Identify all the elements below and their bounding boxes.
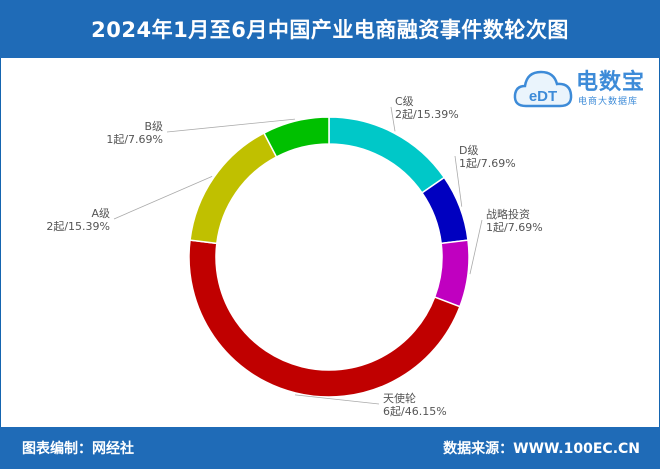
- logo-mark: eDT: [529, 88, 557, 105]
- donut-slice: [188, 239, 461, 398]
- slice-value: 1起/7.69%: [486, 221, 543, 234]
- leader-line: [469, 219, 483, 275]
- donut-slice: [433, 239, 470, 308]
- leader-line: [454, 155, 463, 207]
- brand-logo: eDT 电数宝 电商大数据库: [512, 60, 652, 116]
- slice-category: 天使轮: [383, 392, 416, 405]
- leader-line: [390, 106, 396, 132]
- donut-slices: [188, 116, 470, 398]
- leader-lines: [113, 106, 483, 405]
- chart-title: 2024年1月至6月中国产业电商融资事件数轮次图: [91, 18, 569, 42]
- slice-category: C级: [395, 95, 414, 108]
- slice-category: D级: [459, 144, 479, 157]
- slice-value: 2起/15.39%: [46, 220, 110, 233]
- donut-slice: [262, 116, 330, 158]
- slice-label: C级 2起/15.39%: [395, 95, 459, 121]
- donut-slice: [328, 116, 446, 194]
- slice-value: 1起/7.69%: [459, 157, 516, 170]
- slice-label: A级 2起/15.39%: [46, 207, 110, 233]
- leader-line: [294, 394, 380, 405]
- cloud-icon: eDT: [513, 70, 573, 108]
- footer-source: 数据来源：WWW.100EC.CN: [443, 441, 640, 457]
- donut-slice: [189, 132, 278, 245]
- logo-name: 电数宝: [576, 70, 646, 95]
- slice-label: 战略投资 1起/7.69%: [486, 208, 543, 234]
- slice-category: 战略投资: [486, 208, 530, 221]
- logo-subtitle: 电商大数据库: [578, 97, 639, 107]
- leader-line: [113, 175, 213, 220]
- donut-slice: [420, 176, 469, 245]
- slice-value: 6起/46.15%: [383, 405, 447, 418]
- slice-label: B级 1起/7.69%: [106, 120, 163, 146]
- slice-value: 1起/7.69%: [106, 133, 163, 146]
- footer-bar: 图表编制：网经社 数据来源：WWW.100EC.CN: [0, 427, 660, 469]
- slice-label: D级 1起/7.69%: [459, 144, 516, 170]
- slice-label: 天使轮 6起/46.15%: [383, 392, 447, 418]
- slice-category: A级: [91, 207, 110, 220]
- title-bar: 2024年1月至6月中国产业电商融资事件数轮次图: [0, 0, 660, 58]
- leader-line: [166, 118, 296, 133]
- footer-credit: 图表编制：网经社: [22, 441, 134, 457]
- slice-category: B级: [144, 120, 163, 133]
- slice-value: 2起/15.39%: [395, 108, 459, 121]
